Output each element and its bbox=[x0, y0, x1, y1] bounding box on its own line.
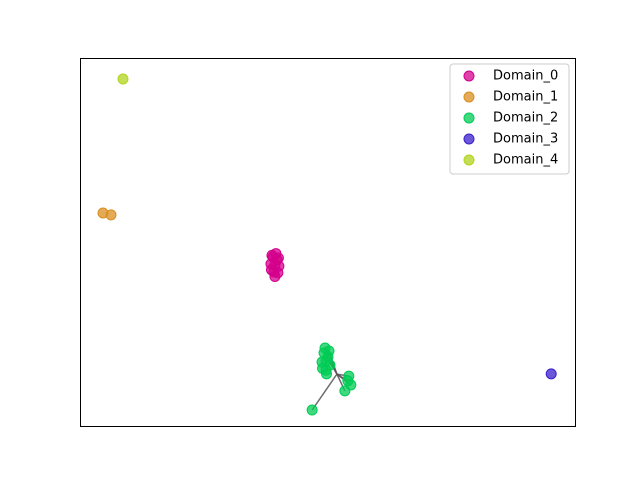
plot-frame bbox=[80, 58, 576, 427]
legend-marker bbox=[463, 70, 475, 82]
point bbox=[545, 368, 557, 380]
legend-label: Domain_1 bbox=[493, 90, 558, 105]
legend-label: Domain_0 bbox=[493, 69, 558, 84]
legend-box bbox=[449, 63, 570, 175]
point bbox=[306, 404, 318, 416]
point bbox=[342, 375, 354, 387]
point bbox=[265, 264, 277, 276]
legend-label: Domain_2 bbox=[493, 111, 558, 126]
legend-label: Domain_3 bbox=[493, 132, 558, 147]
plot-area bbox=[97, 73, 557, 416]
legend-marker bbox=[463, 112, 475, 124]
point bbox=[105, 209, 117, 221]
point bbox=[339, 385, 351, 397]
link-line bbox=[311, 373, 338, 411]
legend-marker bbox=[463, 154, 475, 166]
point bbox=[272, 252, 284, 264]
legend-marker bbox=[463, 133, 475, 145]
point bbox=[321, 368, 333, 380]
point bbox=[323, 345, 335, 357]
legend-label: Domain_4 bbox=[493, 153, 558, 168]
point bbox=[117, 73, 129, 85]
legend-marker bbox=[463, 91, 475, 103]
